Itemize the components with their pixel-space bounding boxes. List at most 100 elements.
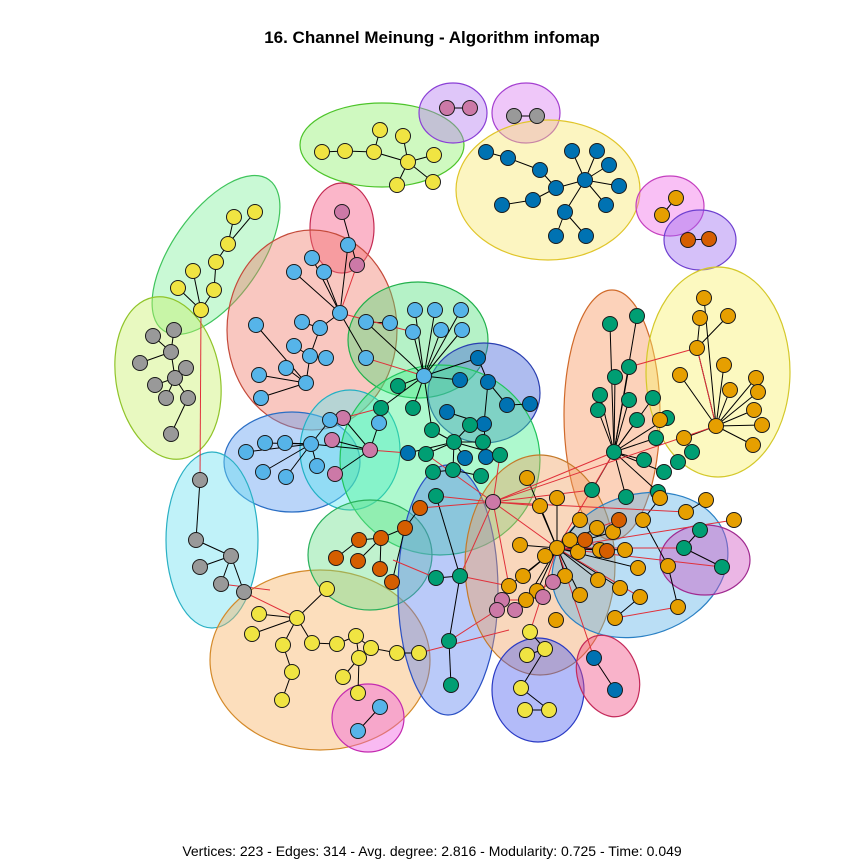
- graph-vertex: [462, 100, 478, 116]
- graph-vertex: [676, 540, 692, 556]
- graph-vertex: [294, 314, 310, 330]
- graph-vertex: [322, 412, 338, 428]
- graph-vertex: [506, 108, 522, 124]
- graph-vertex: [192, 472, 208, 488]
- graph-vertex: [492, 447, 508, 463]
- graph-vertex: [670, 454, 686, 470]
- graph-vertex: [462, 417, 478, 433]
- graph-vertex: [244, 626, 260, 642]
- graph-vertex: [163, 426, 179, 442]
- graph-vertex: [185, 263, 201, 279]
- community-hull: [663, 209, 737, 271]
- graph-vertex: [570, 544, 586, 560]
- graph-vertex: [607, 369, 623, 385]
- graph-vertex: [507, 602, 523, 618]
- graph-vertex: [328, 550, 344, 566]
- graph-vertex: [621, 392, 637, 408]
- graph-vertex: [452, 568, 468, 584]
- graph-vertex: [612, 580, 628, 596]
- graph-vertex: [648, 430, 664, 446]
- graph-vertex: [454, 322, 470, 338]
- inter-community-edge: [419, 501, 494, 509]
- inter-community-edge: [696, 347, 717, 427]
- graph-vertex: [519, 647, 535, 663]
- graph-vertex: [163, 344, 179, 360]
- graph-vertex: [425, 464, 441, 480]
- intra-community-edge: [255, 324, 307, 384]
- graph-vertex: [745, 437, 761, 453]
- graph-vertex: [318, 350, 334, 366]
- graph-vertex: [672, 367, 688, 383]
- community-hull: [331, 683, 405, 753]
- graph-vertex: [602, 316, 618, 332]
- graph-vertex: [689, 340, 705, 356]
- inter-community-edge: [459, 501, 494, 577]
- graph-vertex: [489, 602, 505, 618]
- graph-vertex: [389, 645, 405, 661]
- inter-community-edge: [492, 501, 558, 549]
- graph-vertex: [535, 589, 551, 605]
- graph-vertex: [475, 434, 491, 450]
- graph-vertex: [278, 360, 294, 376]
- graph-vertex: [564, 143, 580, 159]
- graph-vertex: [446, 434, 462, 450]
- graph-vertex: [424, 422, 440, 438]
- intra-community-edge: [715, 377, 757, 427]
- graph-vertex: [428, 570, 444, 586]
- graph-vertex: [284, 664, 300, 680]
- intra-community-edge: [715, 391, 759, 427]
- graph-vertex: [334, 204, 350, 220]
- graph-vertex: [586, 650, 602, 666]
- graph-vertex: [170, 280, 186, 296]
- graph-vertex: [578, 228, 594, 244]
- graph-vertex: [584, 482, 600, 498]
- graph-vertex: [519, 470, 535, 486]
- intra-community-edge: [391, 527, 406, 583]
- intra-community-edge: [423, 375, 433, 431]
- community-hull: [309, 182, 375, 274]
- graph-vertex: [549, 490, 565, 506]
- graph-vertex: [335, 410, 351, 426]
- graph-vertex: [158, 390, 174, 406]
- graph-vertex: [371, 415, 387, 431]
- graph-nodes: [132, 100, 770, 739]
- graph-vertex: [525, 192, 541, 208]
- graph-vertex: [278, 469, 294, 485]
- graph-vertex: [611, 512, 627, 528]
- graph-vertex: [363, 640, 379, 656]
- graph-vertex: [473, 468, 489, 484]
- graph-vertex: [192, 559, 208, 575]
- graph-vertex: [167, 370, 183, 386]
- graph-vertex: [537, 641, 553, 657]
- intra-community-edge: [311, 257, 341, 314]
- graph-vertex: [238, 444, 254, 460]
- graph-vertex: [445, 462, 461, 478]
- inter-community-edge: [418, 629, 510, 654]
- graph-vertex: [512, 537, 528, 553]
- graph-vertex: [351, 650, 367, 666]
- intra-community-edge: [310, 443, 371, 451]
- graph-vertex: [701, 231, 717, 247]
- graph-vertex: [351, 532, 367, 548]
- graph-vertex: [572, 512, 588, 528]
- graph-vertex: [425, 174, 441, 190]
- graph-vertex: [500, 150, 516, 166]
- graph-vertex: [457, 450, 473, 466]
- graph-vertex: [390, 378, 406, 394]
- graph-vertex: [513, 680, 529, 696]
- graph-vertex: [698, 492, 714, 508]
- graph-vertex: [635, 512, 651, 528]
- graph-vertex: [470, 350, 486, 366]
- graph-vertex: [692, 522, 708, 538]
- graph-vertex: [384, 574, 400, 590]
- graph-vertex: [332, 305, 348, 321]
- intra-community-edge: [414, 309, 425, 377]
- graph-vertex: [548, 180, 564, 196]
- graph-vertex: [590, 572, 606, 588]
- graph-vertex: [668, 190, 684, 206]
- graph-vertex: [372, 561, 388, 577]
- intra-community-edge: [423, 309, 462, 377]
- plot-footer-stats: Vertices: 223 - Edges: 314 - Avg. degree…: [182, 843, 682, 859]
- intra-community-edge: [679, 374, 717, 427]
- graph-vertex: [405, 324, 421, 340]
